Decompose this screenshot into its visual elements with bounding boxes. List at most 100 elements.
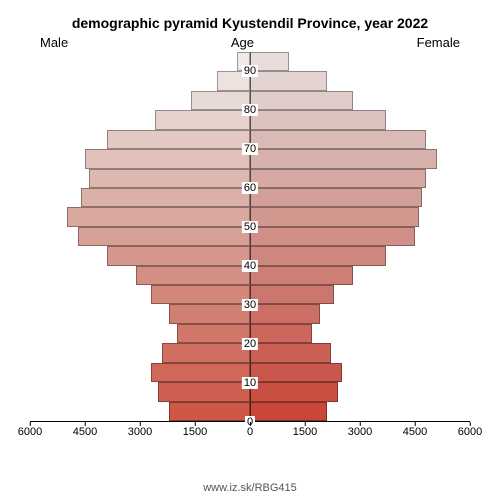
age-tick-label: 40 — [242, 260, 258, 272]
x-tick-label: 1500 — [293, 426, 317, 438]
male-bar — [169, 402, 250, 421]
bar-row-male — [30, 324, 250, 343]
plot-area: 9080706050403020100 — [30, 52, 470, 422]
bar-row-male — [30, 382, 250, 401]
bar-row-female — [250, 363, 470, 382]
bar-row-female — [250, 169, 470, 188]
bar-row-female — [250, 130, 470, 149]
bar-row-male — [30, 227, 250, 246]
female-bar — [250, 363, 342, 382]
male-bar — [162, 343, 250, 362]
bar-row-male — [30, 402, 250, 421]
x-tick-label: 6000 — [458, 426, 482, 438]
female-bar — [250, 246, 386, 265]
female-bar — [250, 169, 426, 188]
bar-row-male — [30, 285, 250, 304]
male-bar — [107, 246, 250, 265]
male-bar — [136, 266, 250, 285]
bar-row-female — [250, 149, 470, 168]
bar-row-male — [30, 188, 250, 207]
bar-row-female — [250, 188, 470, 207]
bar-row-male — [30, 246, 250, 265]
male-axis-label: Male — [40, 35, 68, 50]
bar-row-female — [250, 71, 470, 90]
age-tick-label: 10 — [242, 377, 258, 389]
female-bar — [250, 130, 426, 149]
bar-row-female — [250, 343, 470, 362]
bar-row-female — [250, 227, 470, 246]
age-tick-label: 80 — [242, 104, 258, 116]
male-bar — [169, 304, 250, 323]
female-bar — [250, 207, 419, 226]
bar-row-male — [30, 363, 250, 382]
bar-row-female — [250, 324, 470, 343]
male-bar — [85, 149, 250, 168]
bar-row-male — [30, 52, 250, 71]
age-axis-label: Age — [231, 35, 254, 50]
male-bar — [177, 324, 250, 343]
x-tick-label: 3000 — [348, 426, 372, 438]
bar-row-female — [250, 246, 470, 265]
bar-row-female — [250, 382, 470, 401]
female-bar — [250, 227, 415, 246]
female-bar — [250, 324, 312, 343]
age-tick-label: 70 — [242, 143, 258, 155]
x-axis: 600045003000150001500300045006000 — [30, 422, 470, 444]
pyramid-chart: demographic pyramid Kyustendil Province,… — [30, 15, 470, 465]
male-bar — [151, 363, 250, 382]
bar-row-male — [30, 71, 250, 90]
bar-row-female — [250, 285, 470, 304]
female-bar — [250, 110, 386, 129]
bar-row-male — [30, 266, 250, 285]
bar-row-male — [30, 110, 250, 129]
male-bar — [155, 110, 250, 129]
female-bar — [250, 149, 437, 168]
male-bar — [67, 207, 250, 226]
age-tick-label: 60 — [242, 182, 258, 194]
male-bar — [78, 227, 250, 246]
bar-row-female — [250, 110, 470, 129]
age-tick-label: 50 — [242, 221, 258, 233]
footer-source: www.iz.sk/RBG415 — [0, 482, 500, 494]
bar-row-male — [30, 149, 250, 168]
x-tick-label: 6000 — [18, 426, 42, 438]
axis-header-row: Male Age Female — [30, 35, 470, 50]
bar-row-female — [250, 266, 470, 285]
bar-row-female — [250, 304, 470, 323]
x-tick-label: 1500 — [183, 426, 207, 438]
chart-title: demographic pyramid Kyustendil Province,… — [30, 15, 470, 31]
female-bar — [250, 71, 327, 90]
female-bar — [250, 285, 334, 304]
bar-row-male — [30, 169, 250, 188]
female-bar — [250, 343, 331, 362]
bar-row-male — [30, 91, 250, 110]
x-tick-label: 4500 — [403, 426, 427, 438]
female-bar — [250, 402, 327, 421]
age-tick-label: 20 — [242, 338, 258, 350]
bar-row-male — [30, 130, 250, 149]
male-bar — [151, 285, 250, 304]
bar-row-female — [250, 207, 470, 226]
bar-row-male — [30, 304, 250, 323]
male-bar — [158, 382, 250, 401]
x-tick-label: 4500 — [73, 426, 97, 438]
bar-row-female — [250, 91, 470, 110]
female-bar — [250, 304, 320, 323]
male-bar — [89, 169, 250, 188]
age-tick-label: 90 — [242, 65, 258, 77]
female-bar — [250, 266, 353, 285]
x-tick-label: 3000 — [128, 426, 152, 438]
female-bar — [250, 91, 353, 110]
bar-row-male — [30, 207, 250, 226]
bar-row-female — [250, 52, 470, 71]
age-tick-label: 30 — [242, 299, 258, 311]
x-tick-label: 0 — [247, 426, 253, 438]
female-bar — [250, 188, 422, 207]
female-bars — [250, 52, 470, 421]
female-axis-label: Female — [417, 35, 460, 50]
bar-row-female — [250, 402, 470, 421]
male-bars — [30, 52, 250, 421]
female-bar — [250, 382, 338, 401]
male-bar — [107, 130, 250, 149]
bar-row-male — [30, 343, 250, 362]
